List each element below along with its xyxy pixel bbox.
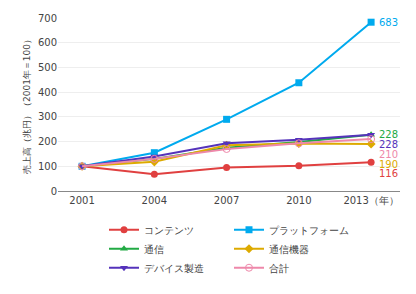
- svg-text:228: 228: [379, 139, 398, 150]
- svg-text:2004: 2004: [142, 195, 167, 206]
- svg-text:700: 700: [38, 13, 57, 24]
- svg-text:2001: 2001: [69, 195, 94, 206]
- svg-text:190: 190: [379, 159, 398, 170]
- svg-text:通信機器: 通信機器: [269, 244, 309, 255]
- svg-text:400: 400: [38, 87, 57, 98]
- svg-text:300: 300: [38, 111, 57, 122]
- svg-text:116: 116: [379, 168, 398, 179]
- svg-text:コンテンツ: コンテンツ: [144, 225, 194, 236]
- svg-text:228: 228: [379, 129, 398, 140]
- svg-text:200: 200: [38, 136, 57, 147]
- svg-text:600: 600: [38, 37, 57, 48]
- svg-text:2013（年）: 2013（年）: [343, 195, 398, 206]
- svg-text:2010: 2010: [286, 195, 311, 206]
- svg-text:通信: 通信: [144, 244, 164, 255]
- svg-text:2007: 2007: [214, 195, 239, 206]
- svg-text:合計: 合計: [269, 263, 289, 274]
- svg-text:210: 210: [379, 149, 398, 160]
- svg-text:0: 0: [51, 186, 57, 197]
- svg-text:デバイス製造: デバイス製造: [144, 263, 204, 274]
- svg-text:100: 100: [38, 161, 57, 172]
- svg-text:500: 500: [38, 62, 57, 73]
- svg-text:売上高（兆円）（2001年＝100）: 売上高（兆円）（2001年＝100）: [22, 35, 32, 174]
- svg-text:プラットフォーム: プラットフォーム: [269, 225, 349, 236]
- svg-text:683: 683: [379, 17, 398, 28]
